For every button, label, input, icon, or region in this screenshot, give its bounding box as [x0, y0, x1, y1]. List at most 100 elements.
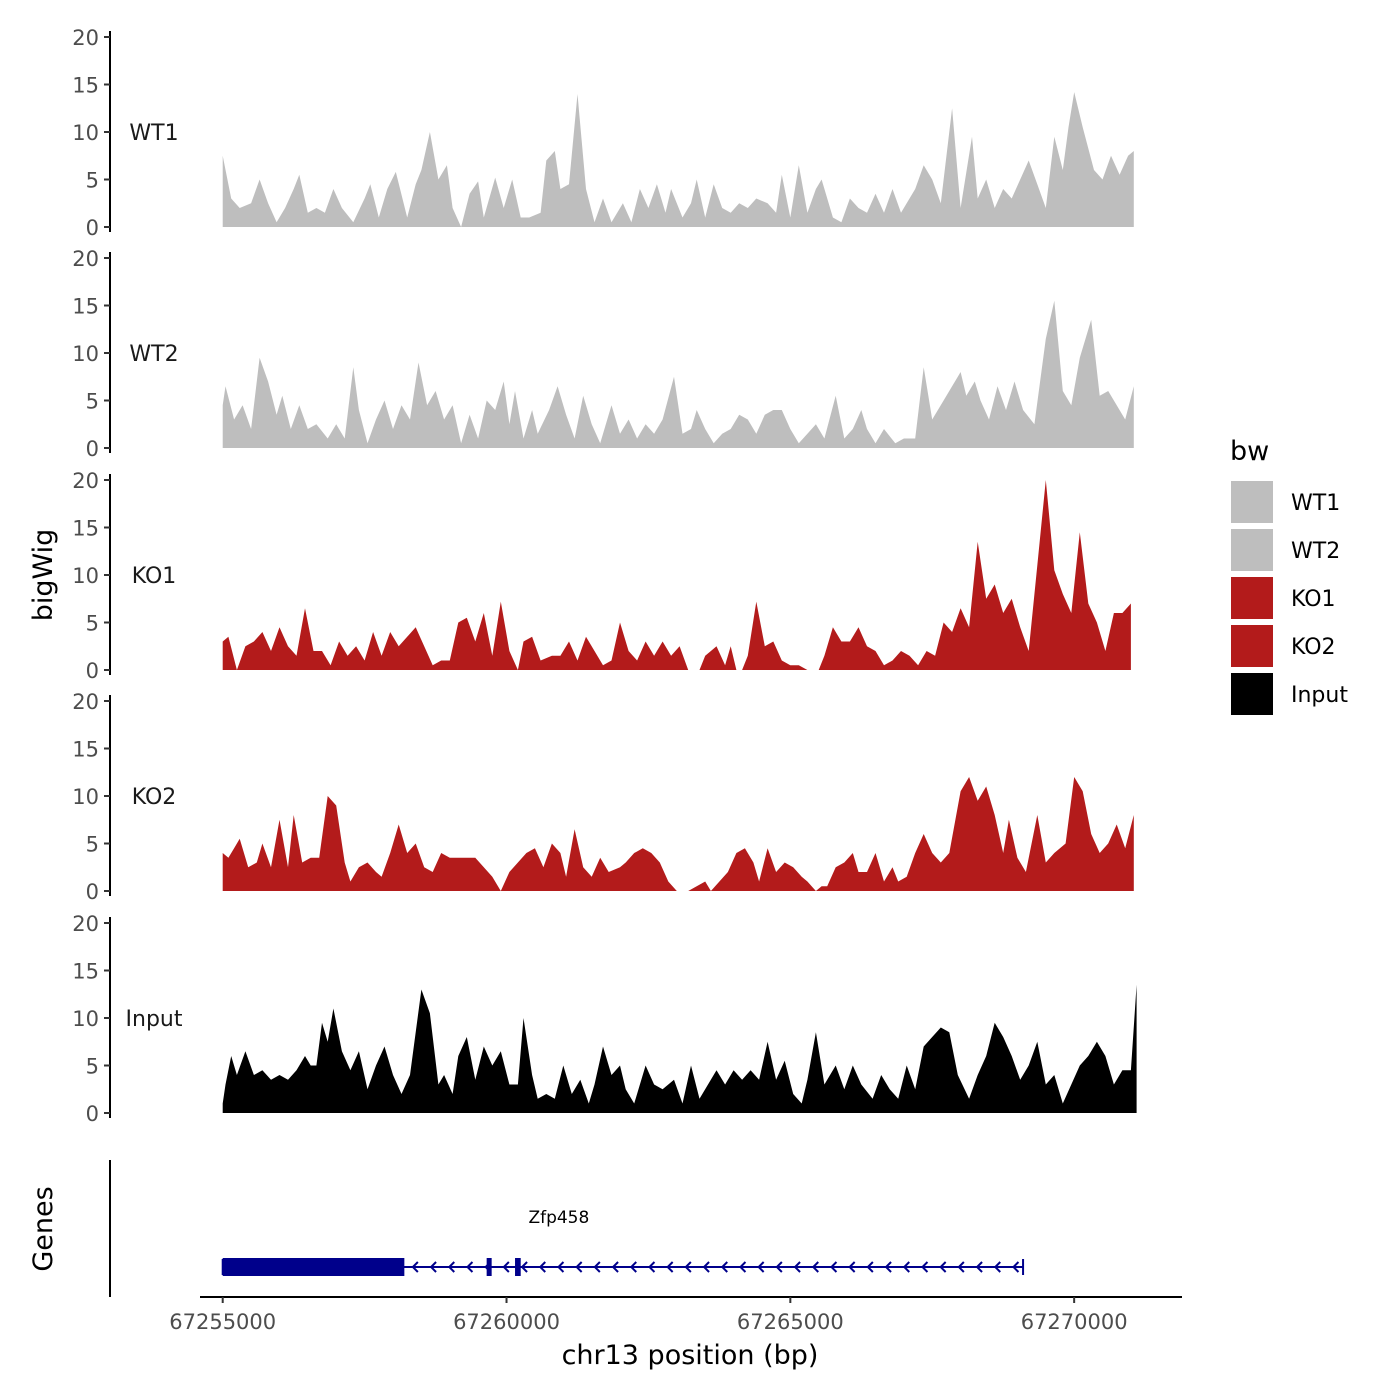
gene-strand-arrow [957, 1261, 965, 1273]
gene-exon-1 [222, 1258, 405, 1276]
gene-strand-arrow [739, 1261, 747, 1273]
gene-Zfp458: Zfp458 [221, 1208, 1025, 1276]
y-tick-label-KO1-0: 0 [86, 659, 99, 683]
gene-strand-arrow [757, 1261, 765, 1273]
area-KO1 [222, 480, 1131, 670]
track-label-KO1: KO1 [132, 564, 177, 589]
x-tick-label-67270000: 67270000 [1021, 1310, 1128, 1334]
gene-strand-arrow [866, 1261, 874, 1273]
y-tick-label-KO1-5: 5 [86, 612, 99, 636]
y-tick-label-KO2-10: 10 [72, 785, 99, 809]
gene-strand-arrow [648, 1261, 656, 1273]
gene-strand-arrow [629, 1261, 637, 1273]
track-KO2: 0 5 10 15 20 KO2 [72, 690, 1134, 904]
legend-label-KO1: KO1 [1291, 587, 1336, 612]
gene-strand-arrow [921, 1261, 929, 1273]
x-tick-label-67260000: 67260000 [453, 1310, 560, 1334]
y-tick-label-Input-5: 5 [86, 1055, 99, 1079]
track-WT2: 0 5 10 15 20 WT2 [72, 247, 1134, 461]
y-tick-label-Input-15: 15 [72, 960, 99, 984]
legend-label-WT2: WT2 [1291, 539, 1340, 564]
y-tick-label-KO1-20: 20 [72, 469, 99, 493]
legend-key-WT2 [1229, 527, 1275, 573]
gene-strand-arrow [447, 1261, 455, 1273]
gene-strand-arrow [902, 1261, 910, 1273]
gene-strand-arrow [684, 1261, 692, 1273]
x-tick-label-67265000: 67265000 [737, 1310, 844, 1334]
track-Input: 0 5 10 15 20 Input [72, 912, 1137, 1126]
gene-strand-arrow [1012, 1261, 1020, 1273]
gene-strand-arrow [811, 1261, 819, 1273]
legend-label-Input: Input [1291, 683, 1348, 708]
gene-exon-2 [486, 1258, 492, 1276]
y-axis-title: bigWig [28, 529, 59, 622]
gene-strand-arrow [520, 1261, 528, 1273]
gene-strand-arrow [702, 1261, 710, 1273]
area-Input [222, 984, 1137, 1113]
legend-key-KO1 [1229, 575, 1275, 621]
area-KO2 [222, 777, 1134, 891]
gene-strand-arrow [884, 1261, 892, 1273]
y-tick-label-WT2-10: 10 [72, 342, 99, 366]
gene-strand-arrow [429, 1261, 437, 1273]
legend-label-WT1: WT1 [1291, 491, 1340, 516]
track-label-WT2: WT2 [129, 342, 178, 367]
gene-strand-arrow [593, 1261, 601, 1273]
y-tick-label-WT1-15: 15 [72, 74, 99, 98]
x-tick-label-67255000: 67255000 [169, 1310, 276, 1334]
y-tick-label-KO1-15: 15 [72, 517, 99, 541]
gene-exon-3 [515, 1258, 521, 1276]
y-tick-label-WT1-5: 5 [86, 169, 99, 193]
legend-key-WT1 [1229, 479, 1275, 525]
y-tick-label-WT2-20: 20 [72, 247, 99, 271]
track-KO1: 0 5 10 15 20 KO1 [72, 469, 1131, 683]
y-tick-label-KO2-5: 5 [86, 833, 99, 857]
gene-strand-arrow [502, 1261, 510, 1273]
y-tick-label-WT1-10: 10 [72, 121, 99, 145]
y-tick-label-KO2-0: 0 [86, 880, 99, 904]
track-label-KO2: KO2 [132, 785, 177, 810]
legend: bw WT1 WT2 KO1 KO2 Input [1229, 436, 1348, 717]
y-tick-label-Input-20: 20 [72, 912, 99, 936]
gene-strand-arrow [720, 1261, 728, 1273]
gene-strand-arrow [775, 1261, 783, 1273]
gene-strand-arrow [848, 1261, 856, 1273]
y-tick-label-KO2-15: 15 [72, 738, 99, 762]
legend-key-KO2 [1229, 623, 1275, 669]
gene-strand-arrow [575, 1261, 583, 1273]
gene-strand-arrow [611, 1261, 619, 1273]
y-tick-label-WT2-0: 0 [86, 437, 99, 461]
y-tick-label-KO2-20: 20 [72, 690, 99, 714]
gene-strand-arrow [666, 1261, 674, 1273]
gene-strand-arrow [830, 1261, 838, 1273]
x-axis: 67255000 67260000 67265000 67270000 [169, 1296, 1182, 1334]
y-tick-label-Input-10: 10 [72, 1007, 99, 1031]
gene-strand-arrow [411, 1261, 419, 1273]
gene-track-title: Genes [28, 1186, 59, 1271]
area-WT1 [222, 92, 1134, 227]
y-tick-label-WT2-5: 5 [86, 390, 99, 414]
gene-strand-arrow [975, 1261, 983, 1273]
gene-strand-arrow [939, 1261, 947, 1273]
y-tick-label-Input-0: 0 [86, 1102, 99, 1126]
gene-strand-arrow [993, 1261, 1001, 1273]
track-label-Input: Input [126, 1007, 183, 1032]
track-WT1: 0 5 10 15 20 WT1 [72, 26, 1134, 240]
gene-strand-arrow [793, 1261, 801, 1273]
legend-title: bw [1230, 436, 1269, 467]
y-tick-label-WT2-15: 15 [72, 295, 99, 319]
gene-label-Zfp458: Zfp458 [528, 1208, 589, 1228]
bigwig-tracks: 0 5 10 15 20 WT1 0 5 10 15 20 WT2 0 5 10 15 20 KO1 0 5 10 15 2… [72, 26, 1137, 1126]
track-label-WT1: WT1 [129, 121, 178, 146]
legend-label-KO2: KO2 [1291, 635, 1336, 660]
gene-track: Genes Zfp458 [28, 1160, 1025, 1297]
y-tick-label-KO1-10: 10 [72, 564, 99, 588]
area-WT2 [222, 300, 1134, 448]
gene-strand-arrow [466, 1261, 474, 1273]
gene-strand-arrow [557, 1261, 565, 1273]
y-tick-label-WT1-20: 20 [72, 26, 99, 50]
x-axis-title: chr13 position (bp) [562, 1340, 819, 1371]
legend-key-Input [1229, 671, 1275, 717]
y-tick-label-WT1-0: 0 [86, 216, 99, 240]
